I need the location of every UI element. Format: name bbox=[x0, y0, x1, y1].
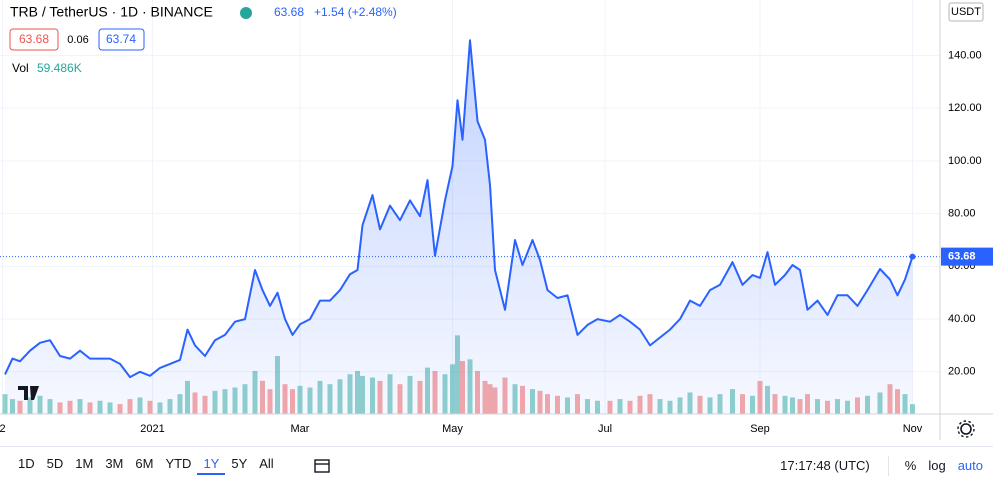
option-button[interactable]: % bbox=[904, 458, 917, 473]
options: % log auto bbox=[899, 458, 989, 473]
calendar-icon[interactable] bbox=[312, 457, 332, 475]
range-button[interactable]: 1D bbox=[18, 456, 35, 471]
bid-box[interactable] bbox=[9, 28, 59, 51]
change: +1.54 (+2.48%) bbox=[314, 5, 397, 19]
x-tick-label: Jul bbox=[598, 423, 612, 435]
range-button[interactable]: 6M bbox=[135, 456, 154, 471]
ask: 63.74 bbox=[106, 32, 136, 46]
option-button[interactable]: log bbox=[928, 458, 946, 473]
y-tick-label: 40.00 bbox=[948, 313, 976, 325]
settings-icon[interactable] bbox=[957, 420, 975, 438]
x-tick-label: Nov bbox=[903, 423, 923, 435]
x-tick-label: 2 bbox=[0, 423, 6, 435]
price-line bbox=[4, 39, 914, 379]
range-button[interactable]: All bbox=[259, 456, 274, 471]
range-button[interactable]: 5Y bbox=[231, 456, 248, 471]
last-price-tag bbox=[941, 247, 993, 266]
spread: 0.06 bbox=[67, 34, 88, 46]
ask-box[interactable] bbox=[98, 28, 145, 51]
range-group: 1D 5D 1M 3M 6M YTD 1Y 5Y All bbox=[12, 456, 280, 475]
vol-label: Vol bbox=[12, 61, 29, 75]
range-button[interactable]: 1Y bbox=[197, 456, 226, 475]
bid: 63.68 bbox=[19, 32, 49, 46]
y-tick-label: 20.00 bbox=[948, 366, 976, 378]
y-tick-label: 80.00 bbox=[948, 207, 976, 219]
chart: TRB / TetherUS · 1D · BINANCE 63.68 +1.5… bbox=[0, 0, 993, 440]
range-button[interactable]: YTD bbox=[165, 456, 192, 471]
symbol: TRB / TetherUS · 1D · BINANCE bbox=[10, 4, 213, 20]
separator bbox=[887, 455, 889, 476]
x-tick-label: 2021 bbox=[140, 423, 164, 435]
x-tick-label: Mar bbox=[291, 423, 310, 435]
unit-box[interactable] bbox=[948, 2, 984, 22]
vol-value: 59.486K bbox=[37, 61, 82, 75]
range-button[interactable]: 3M bbox=[105, 456, 124, 471]
last-price-label: 63.68 bbox=[948, 251, 976, 263]
tv-logo bbox=[18, 386, 39, 400]
y-tick-label: 140.00 bbox=[948, 49, 982, 61]
price-area bbox=[5, 40, 913, 415]
x-tick-label: Sep bbox=[750, 423, 770, 435]
y-tick-label: 120.00 bbox=[948, 102, 982, 114]
range-button[interactable]: 1M bbox=[75, 456, 94, 471]
unit: USDT bbox=[951, 6, 981, 18]
last-price: 63.68 bbox=[274, 5, 304, 19]
toolbar: 1D 5D 1M 3M 6M YTD 1Y 5Y All 17:17:48 (UTC) % log… bbox=[0, 446, 993, 484]
header: TRB / TetherUS · 1D · BINANCE 63.68 +1.5… bbox=[9, 4, 397, 75]
clock: 17:17:48 (UTC) bbox=[780, 458, 870, 473]
y-tick-label: 100.00 bbox=[948, 155, 982, 167]
option-button[interactable]: auto bbox=[957, 458, 983, 473]
x-tick-label: May bbox=[442, 423, 463, 435]
range-button[interactable]: 5D bbox=[46, 456, 64, 471]
status-dot bbox=[240, 7, 252, 19]
